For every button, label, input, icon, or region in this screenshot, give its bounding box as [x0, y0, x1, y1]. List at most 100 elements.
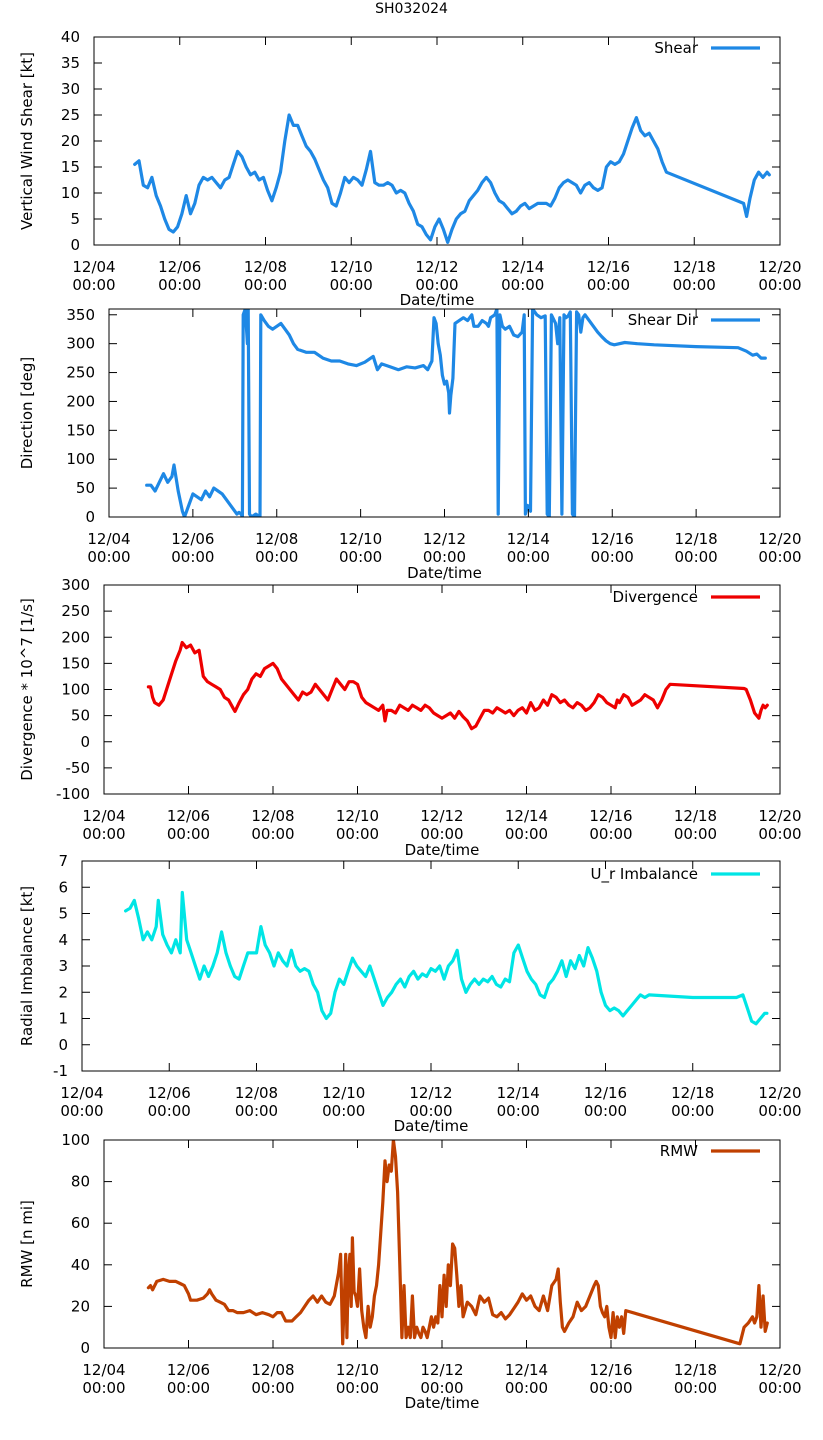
panel-1-frame: [93, 36, 781, 246]
panel-2-x-tick-label-time: 00:00: [255, 548, 298, 566]
panel-3-x-tick-label-time: 00:00: [336, 825, 379, 843]
figure-title: SH032024: [375, 1, 448, 17]
panel-4-series-line: [124, 890, 769, 1026]
panel-5-y-tick-label: 100: [61, 1131, 90, 1149]
panel-1-y-tick-label: 35: [61, 54, 80, 72]
panel-2-y-axis-label: Direction [deg]: [18, 357, 36, 470]
panel-1-y-tick-label: 25: [61, 106, 80, 124]
panel-4-y-tick-label: -1: [53, 1062, 68, 1080]
panel-1-y-tick-label: 15: [61, 158, 80, 176]
panel-2-y-tick-label: 150: [66, 421, 95, 439]
panel-5-y-axis-label: RMW [n mi]: [18, 1200, 36, 1288]
panel-3-x-tick-label-date: 12/08: [251, 807, 294, 825]
panel-2-x-tick-label-date: 12/20: [758, 530, 801, 548]
panel-1-y-tick-label: 0: [70, 236, 80, 254]
panel-3-x-tick-label-time: 00:00: [758, 825, 801, 843]
panel-5-x-tick-label-time: 00:00: [420, 1379, 463, 1397]
panel-1-x-tick-label-time: 00:00: [673, 276, 716, 294]
panel-2-x-tick-label-time: 00:00: [171, 548, 214, 566]
panel-4-x-tick-label-time: 00:00: [409, 1102, 452, 1120]
panel-5-y-tick-label: 80: [71, 1173, 90, 1191]
panel-5-legend-label: RMW: [660, 1142, 698, 1160]
panel-5-x-tick-label-time: 00:00: [589, 1379, 632, 1397]
panel-5-x-tick-label-date: 12/12: [420, 1361, 463, 1379]
panel-1-x-tick-label-date: 12/04: [72, 258, 115, 276]
panel-1-series-line: [133, 113, 771, 244]
panel-5-x-tick-label-time: 00:00: [336, 1379, 379, 1397]
panel-3-x-tick-label-time: 00:00: [251, 825, 294, 843]
panel-2-x-tick-label-date: 12/14: [507, 530, 550, 548]
panel-1-y-tick-label: 20: [61, 132, 80, 150]
panel-1-x-tick-label-date: 12/08: [244, 258, 287, 276]
panel-2-x-tick-label-date: 12/04: [87, 530, 130, 548]
panel-2-x-tick-label-date: 12/12: [423, 530, 466, 548]
panel-3-x-tick-label-date: 12/06: [167, 807, 210, 825]
panel-4-frame: [81, 860, 781, 1072]
panel-5-y-tick-label: 60: [71, 1214, 90, 1232]
panel-4-x-tick-label-date: 12/04: [60, 1084, 103, 1102]
panel-5-x-tick-label-date: 12/06: [167, 1361, 210, 1379]
panel-5-x-tick-label-date: 12/10: [336, 1361, 379, 1379]
panel-5-x-tick-label-date: 12/14: [505, 1361, 548, 1379]
panel-3-y-tick-label: -100: [56, 785, 90, 803]
panel-5-x-tick-label-time: 00:00: [505, 1379, 548, 1397]
panel-5-x-tick-label-date: 12/08: [251, 1361, 294, 1379]
panel-1-x-tick-label-time: 00:00: [501, 276, 544, 294]
panel-2-series-line: [145, 309, 767, 517]
panel-4-x-tick-label-date: 12/10: [322, 1084, 365, 1102]
panel-4-y-tick-label: 2: [58, 983, 68, 1001]
panel-3-legend-label: Divergence: [613, 588, 698, 606]
panel-2-y-tick-label: 300: [66, 335, 95, 353]
panel-4-x-tick-label-time: 00:00: [60, 1102, 103, 1120]
panel-4-x-tick-label-date: 12/06: [148, 1084, 191, 1102]
panel-3-y-tick-label: 300: [61, 576, 90, 594]
panel-5-x-tick-label-date: 12/20: [758, 1361, 801, 1379]
panel-3-y-axis-label: Divergence * 10^7 [1/s]: [18, 598, 36, 781]
panel-1-y-tick-label: 10: [61, 184, 80, 202]
panel-4-y-tick-label: 3: [58, 957, 68, 975]
panel-2-y-tick-label: 0: [85, 508, 95, 526]
panel-3-y-tick-label: 250: [61, 602, 90, 620]
panel-1-x-tick-label-time: 00:00: [415, 276, 458, 294]
panel-1-x-tick-label-date: 12/20: [758, 258, 801, 276]
panel-5-x-axis-label: Date/time: [405, 1394, 480, 1412]
panel-1-x-tick-label-date: 12/06: [158, 258, 201, 276]
panel-2-x-tick-label-time: 00:00: [87, 548, 130, 566]
panel-4-x-tick-label-date: 12/12: [409, 1084, 452, 1102]
panel-3-x-tick-label-date: 12/10: [336, 807, 379, 825]
panel-3-x-tick-label-time: 00:00: [505, 825, 548, 843]
panel-3-y-tick-label: 100: [61, 681, 90, 699]
panel-3-x-tick-label-date: 12/04: [82, 807, 125, 825]
panel-5-y-tick-label: 40: [71, 1256, 90, 1274]
panel-3-x-tick-label-date: 12/20: [758, 807, 801, 825]
panel-4-x-tick-label-time: 00:00: [148, 1102, 191, 1120]
panel-4-y-tick-label: 6: [58, 878, 68, 896]
panel-2-x-tick-label-time: 00:00: [507, 548, 550, 566]
panel-4-x-tick-label-time: 00:00: [322, 1102, 365, 1120]
panel-2-legend-label: Shear Dir: [628, 311, 699, 329]
panel-2-y-tick-label: 250: [66, 364, 95, 382]
panel-2-x-tick-label-time: 00:00: [339, 548, 382, 566]
panel-4-x-tick-label-date: 12/14: [497, 1084, 540, 1102]
panel-4-x-tick-label-time: 00:00: [584, 1102, 627, 1120]
panel-5-x-tick-label-time: 00:00: [758, 1379, 801, 1397]
panel-1-x-tick-label-date: 12/10: [330, 258, 373, 276]
panel-3-x-tick-label-date: 12/18: [674, 807, 717, 825]
panel-1-y-tick-label: 5: [70, 210, 80, 228]
panel-1-y-tick-label: 30: [61, 80, 80, 98]
panel-5-x-tick-label-date: 12/18: [674, 1361, 717, 1379]
panel-3-x-tick-label-time: 00:00: [420, 825, 463, 843]
panel-4-y-tick-label: 0: [58, 1036, 68, 1054]
panel-3-x-tick-label-date: 12/16: [589, 807, 632, 825]
panel-4-y-tick-label: 5: [58, 905, 68, 923]
panel-3-frame: [103, 584, 781, 795]
panel-1-x-tick-label-time: 00:00: [244, 276, 287, 294]
panel-3-y-tick-label: 150: [61, 654, 90, 672]
panel-3-series-line: [146, 640, 769, 731]
panel-3-y-tick-label: -50: [66, 759, 91, 777]
panel-5-y-tick-label: 20: [71, 1297, 90, 1315]
panel-1-x-tick-label-time: 00:00: [158, 276, 201, 294]
panel-3-y-tick-label: 50: [71, 707, 90, 725]
panel-1-x-tick-label-date: 12/14: [501, 258, 544, 276]
